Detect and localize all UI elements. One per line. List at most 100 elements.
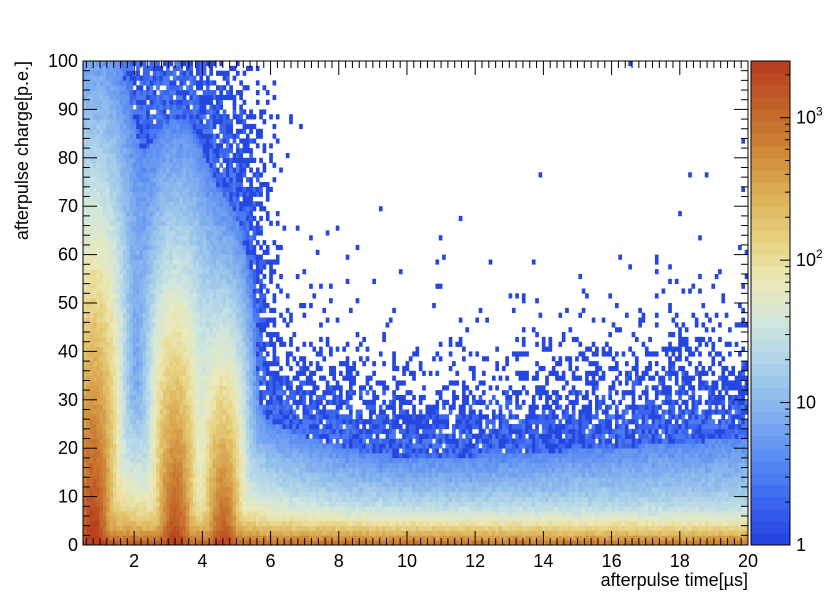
heatmap-cell bbox=[166, 191, 170, 197]
heatmap-cell bbox=[126, 235, 130, 241]
heatmap-cell bbox=[245, 390, 250, 396]
heatmap-cell bbox=[162, 109, 167, 115]
heatmap-cell bbox=[112, 269, 117, 275]
heatmap-cell bbox=[245, 336, 250, 343]
heatmap-cell bbox=[216, 477, 220, 483]
heatmap-cell bbox=[206, 409, 210, 415]
heatmap-cell bbox=[186, 424, 190, 430]
heatmap-cell bbox=[169, 327, 174, 333]
heatmap-cell bbox=[156, 341, 160, 347]
heatmap-cell bbox=[206, 143, 210, 149]
heatmap-cell bbox=[235, 472, 240, 478]
heatmap-cell bbox=[249, 225, 253, 231]
heatmap-cell bbox=[86, 404, 91, 410]
heatmap-cell bbox=[86, 433, 91, 439]
heatmap-cell bbox=[189, 70, 194, 76]
heatmap-cell bbox=[192, 278, 197, 284]
heatmap-cell bbox=[122, 467, 127, 473]
heatmap-cell bbox=[129, 109, 134, 115]
heatmap-cell bbox=[156, 520, 160, 526]
heatmap-cell bbox=[166, 370, 170, 376]
heatmap-cell bbox=[222, 482, 227, 488]
heatmap-cell bbox=[162, 486, 167, 493]
heatmap-cell bbox=[189, 351, 194, 357]
heatmap-cell bbox=[149, 114, 154, 120]
heatmap-cell bbox=[245, 477, 250, 483]
heatmap-cell bbox=[196, 535, 200, 541]
heatmap-cell bbox=[242, 506, 247, 512]
heatmap-cell bbox=[132, 259, 137, 265]
heatmap-cell bbox=[245, 341, 250, 347]
heatmap-cell bbox=[202, 511, 207, 517]
heatmap-cell bbox=[192, 109, 197, 115]
heatmap-cell bbox=[229, 453, 233, 459]
heatmap-cell bbox=[202, 186, 207, 193]
heatmap-cell bbox=[176, 448, 180, 454]
heatmap-cell bbox=[196, 293, 200, 299]
heatmap-cell bbox=[186, 244, 190, 251]
heatmap-cell bbox=[149, 249, 154, 255]
heatmap-cell bbox=[189, 477, 194, 483]
heatmap-cell bbox=[132, 157, 137, 163]
heatmap-cell bbox=[116, 341, 120, 347]
heatmap-cell bbox=[216, 254, 220, 260]
heatmap-cell bbox=[166, 138, 170, 144]
heatmap-cell bbox=[239, 220, 243, 226]
heatmap-cell bbox=[206, 94, 210, 101]
heatmap-cell bbox=[109, 283, 114, 289]
heatmap-cell bbox=[142, 520, 147, 526]
heatmap-cell bbox=[225, 119, 230, 125]
heatmap-cell bbox=[159, 220, 164, 226]
heatmap-cell bbox=[209, 457, 214, 464]
heatmap-cell bbox=[182, 220, 187, 226]
heatmap-cell bbox=[176, 322, 180, 328]
heatmap-cell bbox=[189, 244, 194, 251]
heatmap-cell bbox=[86, 123, 91, 130]
heatmap-cell bbox=[106, 230, 110, 236]
heatmap-cell bbox=[219, 438, 223, 444]
heatmap-cell bbox=[109, 148, 114, 154]
heatmap-cell bbox=[152, 75, 157, 81]
heatmap-cell bbox=[232, 215, 237, 222]
heatmap-cell bbox=[166, 332, 170, 338]
heatmap-cell bbox=[119, 191, 124, 197]
heatmap-cell bbox=[132, 172, 137, 178]
heatmap-cell bbox=[209, 143, 214, 149]
heatmap-cell bbox=[159, 327, 164, 333]
heatmap-cell bbox=[179, 259, 184, 265]
heatmap-cell bbox=[196, 148, 200, 154]
heatmap-cell bbox=[136, 448, 140, 454]
heatmap-cell bbox=[99, 269, 104, 275]
heatmap-cell bbox=[235, 191, 240, 197]
heatmap-cell bbox=[209, 288, 214, 294]
heatmap-cell bbox=[192, 511, 197, 517]
heatmap-cell bbox=[92, 70, 97, 76]
heatmap-cell bbox=[199, 225, 204, 231]
heatmap-cell bbox=[96, 70, 100, 76]
heatmap-cell bbox=[139, 235, 144, 241]
heatmap-cell bbox=[156, 211, 160, 217]
heatmap-cell bbox=[162, 453, 167, 459]
heatmap-cell bbox=[202, 346, 207, 352]
heatmap-cell bbox=[159, 424, 164, 430]
heatmap-cell bbox=[86, 332, 91, 338]
heatmap-cell bbox=[196, 138, 200, 144]
heatmap-cell bbox=[206, 80, 210, 86]
heatmap-cell bbox=[152, 428, 157, 435]
heatmap-cell bbox=[116, 123, 120, 130]
heatmap-cell bbox=[239, 254, 243, 260]
heatmap-cell bbox=[235, 535, 240, 541]
heatmap-cell bbox=[202, 283, 207, 289]
heatmap-cell bbox=[146, 94, 150, 101]
heatmap-cell bbox=[106, 61, 110, 67]
heatmap-cell bbox=[126, 390, 130, 396]
heatmap-cell bbox=[86, 298, 91, 304]
heatmap-cell bbox=[109, 501, 114, 507]
heatmap-cell bbox=[106, 453, 110, 459]
heatmap-cell bbox=[229, 283, 233, 289]
heatmap-cell bbox=[152, 351, 157, 357]
heatmap-cell bbox=[196, 448, 200, 454]
heatmap-cell bbox=[142, 249, 147, 255]
heatmap-cell bbox=[126, 501, 130, 507]
heatmap-cell bbox=[176, 482, 180, 488]
